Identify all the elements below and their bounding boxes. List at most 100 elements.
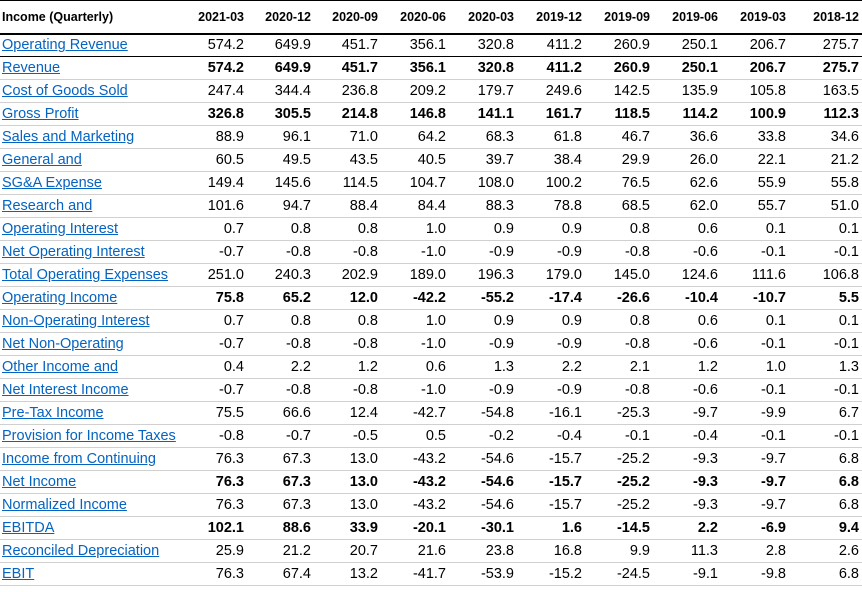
row-label-link[interactable]: Gross Profit xyxy=(2,106,79,122)
row-label-link[interactable]: EBIT xyxy=(2,566,35,582)
value-cell: 141.1 xyxy=(449,102,517,126)
value-cell: 96.1 xyxy=(247,125,314,149)
value-cell: 247.4 xyxy=(190,79,247,103)
value-cell: 0.9 xyxy=(517,309,585,333)
value-cell: 76.3 xyxy=(190,447,247,471)
value-cell: 60.5 xyxy=(190,148,247,172)
value-cell: 104.7 xyxy=(381,171,449,195)
header-row: Income (Quarterly) 2021-03 2020-12 2020-… xyxy=(0,0,862,35)
value-cell: -0.1 xyxy=(721,424,789,448)
value-cell: 145.6 xyxy=(247,171,314,195)
value-cell: 189.0 xyxy=(381,263,449,287)
value-cell: 40.5 xyxy=(381,148,449,172)
value-cell: -0.8 xyxy=(314,240,381,264)
row-label-link[interactable]: Net Income xyxy=(2,474,77,490)
value-cell: 0.8 xyxy=(247,309,314,333)
value-cell: -1.0 xyxy=(381,332,449,356)
row-label-link[interactable]: Income from Continuing xyxy=(2,451,156,467)
value-cell: 25.9 xyxy=(190,539,247,563)
value-cell: -0.9 xyxy=(449,332,517,356)
row-label-link[interactable]: Revenue xyxy=(2,60,61,76)
value-cell: 0.6 xyxy=(653,217,721,241)
period-header: 2021-03 xyxy=(190,0,247,35)
value-cell: -42.7 xyxy=(381,401,449,425)
row-label-cell: Cost of Goods Sold xyxy=(0,79,190,103)
row-label-link[interactable]: Reconciled Depreciation xyxy=(2,543,160,559)
row-label-link[interactable]: Research and xyxy=(2,198,93,214)
value-cell: 102.1 xyxy=(190,516,247,540)
value-cell: 6.8 xyxy=(789,562,862,586)
row-label-cell: Pre-Tax Income xyxy=(0,401,190,425)
value-cell: 124.6 xyxy=(653,263,721,287)
table-title: Income (Quarterly) xyxy=(0,0,190,35)
row-label-link[interactable]: Net Non-Operating xyxy=(2,336,124,352)
row-label-link[interactable]: Normalized Income xyxy=(2,497,127,513)
value-cell: 142.5 xyxy=(585,79,653,103)
value-cell: 0.8 xyxy=(247,217,314,241)
period-header: 2019-09 xyxy=(585,0,653,35)
value-cell: -6.9 xyxy=(721,516,789,540)
value-cell: 250.1 xyxy=(653,33,721,57)
value-cell: 51.0 xyxy=(789,194,862,218)
row-label-link[interactable]: Operating Interest xyxy=(2,221,119,237)
value-cell: 2.1 xyxy=(585,355,653,379)
table-row: Reconciled Depreciation 25.9 21.2 20.7 21.6 2… xyxy=(0,539,862,563)
value-cell: 106.8 xyxy=(789,263,862,287)
row-label-link[interactable]: Sales and Marketing xyxy=(2,129,135,145)
value-cell: -0.6 xyxy=(653,378,721,402)
value-cell: -0.9 xyxy=(449,378,517,402)
row-label-link[interactable]: Pre-Tax Income xyxy=(2,405,104,421)
value-cell: -15.7 xyxy=(517,470,585,494)
value-cell: -0.1 xyxy=(585,424,653,448)
value-cell: 206.7 xyxy=(721,56,789,80)
value-cell: 0.9 xyxy=(517,217,585,241)
value-cell: 1.0 xyxy=(381,217,449,241)
value-cell: 13.0 xyxy=(314,493,381,517)
row-label-link[interactable]: Net Operating Interest xyxy=(2,244,145,260)
value-cell: -25.2 xyxy=(585,493,653,517)
value-cell: 78.8 xyxy=(517,194,585,218)
value-cell: -0.5 xyxy=(314,424,381,448)
value-cell: 451.7 xyxy=(314,56,381,80)
row-label-link[interactable]: Operating Revenue xyxy=(2,37,128,54)
row-label-link[interactable]: Provision for Income Taxes xyxy=(2,428,176,444)
row-label-cell: Operating Interest xyxy=(0,217,190,241)
table-row: Pre-Tax Income 75.5 66.6 12.4 -42.7 -54.8 -16.… xyxy=(0,401,862,425)
row-label-link[interactable]: Total Operating Expenses xyxy=(2,267,169,283)
value-cell: 9.9 xyxy=(585,539,653,563)
value-cell: 111.6 xyxy=(721,263,789,287)
value-cell: 61.8 xyxy=(517,125,585,149)
value-cell: 68.3 xyxy=(449,125,517,149)
row-label-link[interactable]: Other Income and xyxy=(2,359,119,375)
value-cell: 43.5 xyxy=(314,148,381,172)
row-label-cell: Research and xyxy=(0,194,190,218)
value-cell: 146.8 xyxy=(381,102,449,126)
value-cell: -0.7 xyxy=(190,332,247,356)
value-cell: -25.2 xyxy=(585,470,653,494)
value-cell: 0.7 xyxy=(190,217,247,241)
row-label-cell: Other Income and xyxy=(0,355,190,379)
row-label-link[interactable]: Net Interest Income xyxy=(2,382,129,398)
value-cell: -10.4 xyxy=(653,286,721,310)
row-label-link[interactable]: Non-Operating Interest xyxy=(2,313,150,329)
value-cell: 196.3 xyxy=(449,263,517,287)
value-cell: -0.1 xyxy=(789,378,862,402)
row-label-link[interactable]: Operating Income xyxy=(2,290,118,306)
value-cell: -0.1 xyxy=(789,240,862,264)
value-cell: 75.5 xyxy=(190,401,247,425)
period-header: 2020-12 xyxy=(247,0,314,35)
value-cell: 0.8 xyxy=(585,217,653,241)
value-cell: 356.1 xyxy=(381,33,449,57)
value-cell: 1.0 xyxy=(721,355,789,379)
row-label-link[interactable]: General and xyxy=(2,152,82,168)
row-label-link[interactable]: SG&A Expense xyxy=(2,175,102,191)
value-cell: -54.8 xyxy=(449,401,517,425)
value-cell: -0.9 xyxy=(517,240,585,264)
value-cell: -17.4 xyxy=(517,286,585,310)
row-label-link[interactable]: EBITDA xyxy=(2,520,55,536)
value-cell: 33.8 xyxy=(721,125,789,149)
row-label-cell: Gross Profit xyxy=(0,102,190,126)
row-label-link[interactable]: Cost of Goods Sold xyxy=(2,83,128,99)
value-cell: -9.3 xyxy=(653,447,721,471)
